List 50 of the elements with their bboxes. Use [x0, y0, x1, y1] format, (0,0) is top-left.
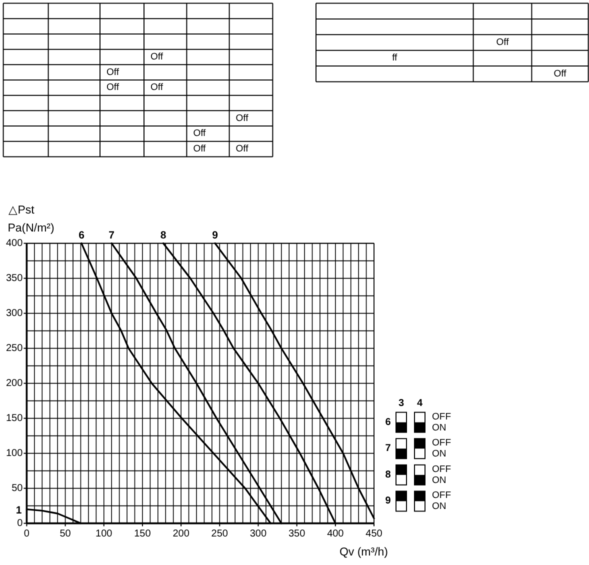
- text: Off: [236, 144, 248, 155]
- y-tick-label: 100: [6, 448, 24, 459]
- legend-label: 9: [385, 496, 392, 507]
- y-tick-label: 250: [6, 342, 24, 354]
- y-axis-title: △Pst Pa(N/m²): [8, 204, 55, 234]
- legend-label: 8: [385, 469, 392, 480]
- text: 7: [108, 229, 115, 242]
- x-tick-label: 300: [250, 528, 268, 540]
- text: 8: [160, 229, 166, 242]
- text: Off: [496, 37, 509, 48]
- text: ON: [432, 474, 446, 486]
- y-tick-label: 300: [6, 308, 24, 319]
- text: Off: [193, 128, 206, 140]
- text: Off: [554, 68, 566, 80]
- text: OFF: [432, 490, 452, 502]
- y-tick-label: 400: [6, 238, 24, 249]
- x-tick-label: 200: [172, 528, 190, 540]
- legend-label: 7: [385, 443, 392, 454]
- text: 4: [416, 398, 423, 409]
- y-tick-label: 350: [6, 272, 24, 284]
- text: Off: [150, 82, 163, 94]
- text: Off: [106, 82, 119, 94]
- x-tick-label: 350: [288, 528, 306, 540]
- text: ff: [392, 52, 398, 64]
- text: Off: [236, 112, 248, 124]
- text: OFF: [432, 438, 452, 449]
- x-tick-label: 150: [134, 528, 152, 540]
- text: Off: [150, 51, 163, 62]
- text: ON: [432, 501, 446, 512]
- y-tick-label: 0: [17, 518, 24, 529]
- x-axis-title: Qv (m³/h): [339, 546, 388, 558]
- x-tick-label: 50: [60, 528, 72, 540]
- x-tick-label: 250: [211, 528, 228, 540]
- text: 9: [212, 229, 218, 242]
- text: OFF: [432, 464, 452, 475]
- text: OFF: [432, 411, 452, 422]
- text: ON: [432, 448, 446, 460]
- series-label: 1: [16, 504, 22, 516]
- y-tick-label: 200: [6, 378, 24, 389]
- text: 6: [78, 229, 84, 242]
- legend-label: 6: [385, 416, 392, 428]
- x-tick-label: 100: [96, 528, 113, 540]
- text: Off: [193, 144, 206, 155]
- text: Off: [106, 66, 119, 78]
- y-tick-label: 50: [12, 482, 24, 494]
- x-tick-label: 400: [327, 528, 344, 540]
- text: 3: [398, 398, 404, 409]
- text: ON: [432, 422, 446, 434]
- y-tick-label: 150: [6, 412, 24, 424]
- x-tick-label: 450: [366, 528, 383, 540]
